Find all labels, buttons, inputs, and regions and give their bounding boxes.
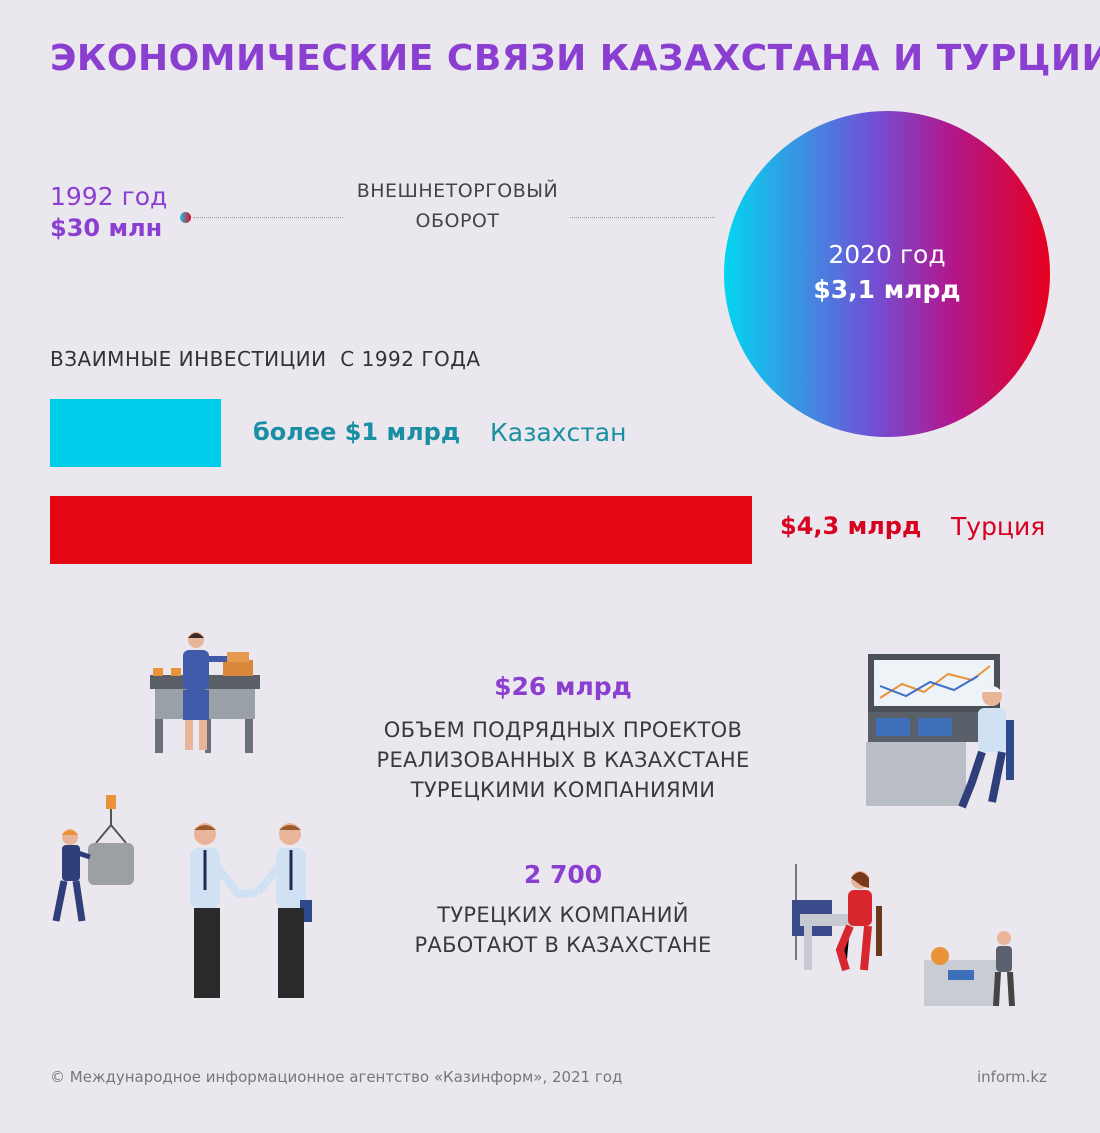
companies-line1: ТУРЕЦКИХ КОМПАНИЙ [437, 903, 689, 927]
contracts-line1: ОБЪЕМ ПОДРЯДНЫХ ПРОЕКТОВ [383, 718, 743, 742]
contracts-line3: ТУРЕЦКИМИ КОМПАНИЯМИ [410, 778, 716, 802]
trade-label-line1: ВНЕШНЕТОРГОВЫЙ [356, 180, 559, 202]
companies-description: ТУРЕЦКИХ КОМПАНИЙ РАБОТАЮТ В КАЗАХСТАНЕ [360, 900, 766, 960]
trade-start-year: 1992 год [50, 182, 168, 211]
trade-label-line2: ОБОРОТ [415, 210, 500, 232]
monitor-operator-illustration [866, 654, 1014, 809]
trade-end-year: 2020 год [828, 240, 946, 269]
kazakhstan-investment-bar [50, 399, 221, 467]
kazakhstan-investment-value: более $1 млрд [253, 418, 461, 446]
turkey-investment-bar [50, 496, 752, 564]
factory-worker-illustration [150, 632, 260, 753]
turkey-label: Турция [951, 512, 1046, 541]
trade-end-value: $3,1 млрд [813, 275, 961, 304]
footer-site: inform.kz [977, 1068, 1047, 1086]
saw-worker-illustration [924, 931, 1015, 1007]
trade-2020-circle [724, 111, 1050, 437]
page-title: ЭКОНОМИЧЕСКИЕ СВЯЗИ КАЗАХСТАНА И ТУРЦИИ [50, 38, 1100, 79]
timeline-line [193, 217, 343, 218]
contracts-description: ОБЪЕМ ПОДРЯДНЫХ ПРОЕКТОВ РЕАЛИЗОВАННЫХ В… [360, 715, 766, 805]
timeline-line [570, 217, 715, 218]
kazakhstan-label: Казахстан [490, 418, 627, 447]
contracts-value: $26 млрд [494, 672, 632, 701]
trade-start-value: $30 млн [50, 214, 163, 242]
timeline-dot [180, 212, 191, 223]
handshake-illustration [190, 823, 312, 998]
turkey-investment-value: $4,3 млрд [780, 512, 922, 540]
investments-title: ВЗАИМНЫЕ ИНВЕСТИЦИИ С 1992 ГОДА [50, 347, 481, 371]
seamstress-illustration [792, 864, 882, 972]
companies-line2: РАБОТАЮТ В КАЗАХСТАНЕ [414, 933, 712, 957]
crane-worker-illustration [52, 795, 134, 922]
trade-label: ВНЕШНЕТОРГОВЫЙ ОБОРОТ [340, 176, 575, 236]
footer-copyright: © Международное информационное агентство… [50, 1068, 623, 1086]
companies-value: 2 700 [523, 860, 603, 889]
contracts-line2: РЕАЛИЗОВАННЫХ В КАЗАХСТАНЕ [376, 748, 750, 772]
